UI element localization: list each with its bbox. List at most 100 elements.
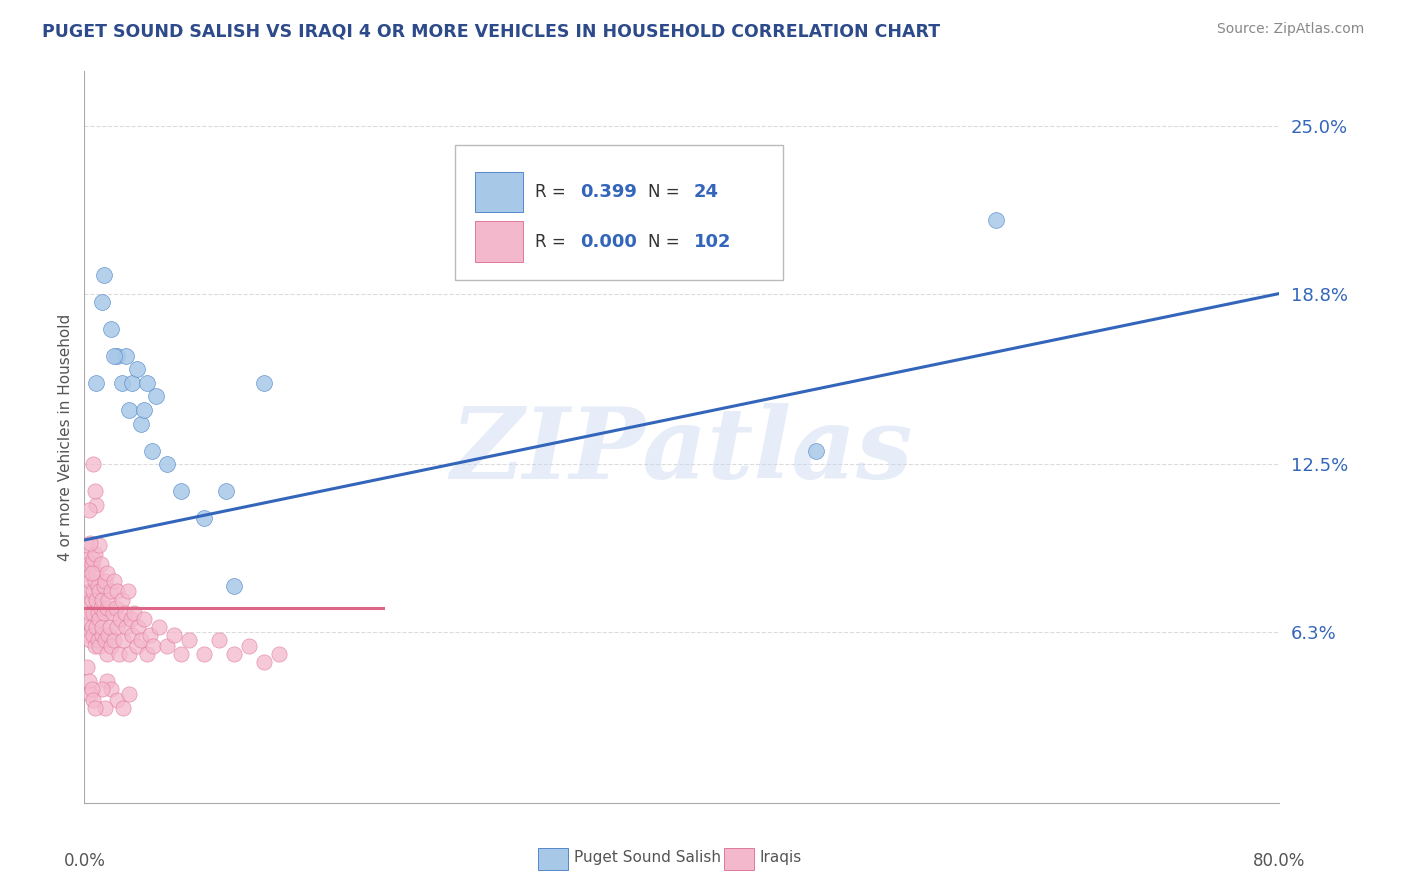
Text: ZIPatlas: ZIPatlas — [451, 403, 912, 500]
Point — [75, 592, 97, 607]
Text: N =: N = — [648, 233, 685, 251]
Point — [155, 457, 177, 471]
Point — [89, 584, 111, 599]
Point — [100, 584, 122, 599]
Text: Puget Sound Salish: Puget Sound Salish — [575, 850, 721, 865]
Text: 102: 102 — [695, 233, 731, 251]
Point — [86, 376, 108, 390]
Point — [121, 628, 143, 642]
Point — [82, 606, 104, 620]
Point — [145, 389, 167, 403]
Point — [208, 633, 231, 648]
Point — [193, 647, 215, 661]
Point — [83, 484, 105, 499]
Point — [125, 639, 148, 653]
Point — [87, 579, 110, 593]
Point — [91, 628, 114, 642]
Point — [163, 628, 186, 642]
Point — [91, 592, 114, 607]
FancyBboxPatch shape — [456, 145, 783, 280]
Point — [103, 349, 125, 363]
Point — [105, 584, 128, 599]
Point — [111, 592, 134, 607]
Point — [141, 443, 163, 458]
Point — [76, 660, 98, 674]
Point — [170, 484, 193, 499]
Point — [120, 611, 142, 625]
Point — [82, 584, 104, 599]
Point — [155, 639, 177, 653]
Point — [83, 574, 105, 588]
Text: 0.000: 0.000 — [581, 233, 637, 251]
Point — [177, 633, 200, 648]
Point — [136, 376, 159, 390]
Point — [91, 620, 114, 634]
Point — [193, 511, 215, 525]
Text: PUGET SOUND SALISH VS IRAQI 4 OR MORE VEHICLES IN HOUSEHOLD CORRELATION CHART: PUGET SOUND SALISH VS IRAQI 4 OR MORE VE… — [42, 22, 941, 40]
Point — [86, 566, 108, 580]
Point — [76, 611, 98, 625]
Point — [115, 620, 138, 634]
Point — [104, 600, 127, 615]
Point — [112, 701, 135, 715]
FancyBboxPatch shape — [475, 221, 523, 261]
Point — [91, 681, 114, 696]
Point — [93, 606, 115, 620]
Point — [80, 558, 103, 572]
Text: Iraqis: Iraqis — [759, 850, 801, 865]
Point — [79, 606, 101, 620]
Point — [114, 606, 136, 620]
Point — [76, 538, 98, 552]
Point — [94, 574, 117, 588]
Text: 24: 24 — [695, 183, 718, 201]
Point — [79, 688, 101, 702]
Point — [253, 376, 276, 390]
Point — [77, 503, 100, 517]
Point — [132, 403, 156, 417]
Point — [82, 552, 104, 566]
Point — [83, 547, 105, 561]
Point — [139, 628, 162, 642]
Point — [142, 639, 165, 653]
Point — [222, 579, 245, 593]
Point — [93, 579, 115, 593]
Point — [89, 538, 111, 552]
Point — [103, 633, 125, 648]
Point — [101, 606, 124, 620]
Text: 80.0%: 80.0% — [1253, 852, 1306, 870]
Text: R =: R = — [534, 233, 571, 251]
Point — [136, 647, 159, 661]
Point — [80, 620, 103, 634]
Point — [105, 693, 128, 707]
Point — [122, 606, 145, 620]
Point — [170, 647, 193, 661]
Point — [94, 633, 117, 648]
Point — [222, 647, 245, 661]
Point — [82, 457, 104, 471]
Point — [80, 681, 103, 696]
Point — [267, 647, 290, 661]
FancyBboxPatch shape — [538, 848, 568, 870]
Text: N =: N = — [648, 183, 685, 201]
Point — [79, 535, 101, 549]
Point — [82, 693, 104, 707]
Point — [87, 606, 110, 620]
Point — [238, 639, 260, 653]
Point — [117, 584, 139, 599]
Point — [115, 349, 138, 363]
Point — [90, 558, 112, 572]
FancyBboxPatch shape — [724, 848, 754, 870]
Point — [105, 349, 128, 363]
Point — [100, 681, 122, 696]
Point — [76, 566, 98, 580]
Point — [98, 620, 121, 634]
Point — [984, 213, 1007, 227]
Point — [111, 376, 134, 390]
Point — [87, 633, 110, 648]
Point — [96, 566, 118, 580]
Point — [132, 611, 156, 625]
Point — [112, 633, 135, 648]
Point — [90, 600, 112, 615]
Point — [129, 633, 152, 648]
Point — [86, 620, 108, 634]
